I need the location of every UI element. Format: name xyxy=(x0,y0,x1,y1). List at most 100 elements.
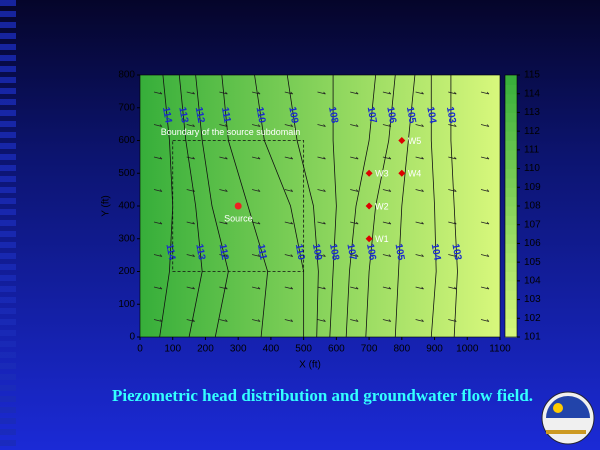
flow-arrow xyxy=(252,189,261,192)
colorbar-band xyxy=(505,262,517,272)
flow-arrow xyxy=(284,286,294,290)
decor-strip xyxy=(0,0,16,450)
colorbar-band xyxy=(505,252,517,263)
colorbar-band xyxy=(505,149,517,160)
flow-arrow xyxy=(415,319,424,322)
logo xyxy=(541,391,595,445)
flow-arrow xyxy=(350,124,359,127)
flow-arrow xyxy=(448,254,457,257)
contour-label: 109 xyxy=(286,106,300,125)
contour-label: 110 xyxy=(254,106,268,124)
colorbar-tick-label: 113 xyxy=(524,107,540,118)
flow-arrow xyxy=(350,189,359,192)
flow-arrow xyxy=(186,124,195,127)
flow-arrow xyxy=(448,91,457,95)
y-tick-label: 700 xyxy=(118,102,135,113)
colorbar-band xyxy=(505,187,517,198)
contour-label: 111 xyxy=(255,243,269,261)
colorbar-band xyxy=(505,103,517,113)
colorbar-band xyxy=(505,84,517,95)
contour-label: 110 xyxy=(293,243,307,261)
colorbar-band xyxy=(505,280,517,291)
colorbar-tick-label: 108 xyxy=(524,201,541,212)
x-tick-label: 900 xyxy=(426,344,443,355)
contour-line xyxy=(450,75,458,338)
flow-arrow xyxy=(415,221,424,225)
flow-arrow xyxy=(219,156,228,160)
colorbar-band xyxy=(505,131,517,141)
chart: X (ft) Y (ft) 0 100 200 300 400 500 600 700 800 9… xyxy=(101,70,541,371)
contour-line xyxy=(221,74,269,338)
flow-arrow xyxy=(480,319,490,322)
colorbar-band xyxy=(505,168,517,179)
colorbar-band xyxy=(505,112,517,123)
contour-line xyxy=(345,74,377,338)
flow-arrow xyxy=(350,286,359,290)
contour-label: 114 xyxy=(163,243,177,261)
flow-arrow xyxy=(317,286,326,290)
contour-label: 112 xyxy=(193,106,207,124)
flow-arrow xyxy=(219,221,228,225)
colorbar-band xyxy=(505,318,517,329)
colorbar-band xyxy=(505,206,517,216)
colorbar-tick-label: 115 xyxy=(524,70,540,81)
flow-arrow xyxy=(382,286,392,290)
colorbar-tick-label: 103 xyxy=(524,294,541,305)
flow-arrow xyxy=(284,91,294,95)
x-tick-label: 500 xyxy=(295,344,312,355)
well-label: W2 xyxy=(375,201,389,211)
colorbar-tick-label: 107 xyxy=(524,219,541,230)
flow-arrow xyxy=(284,156,294,160)
colorbar-band xyxy=(505,196,517,207)
colorbar-tick-label: 109 xyxy=(524,182,541,193)
flow-arrow xyxy=(219,286,228,290)
contour-label: 107 xyxy=(365,106,379,125)
flow-arrow xyxy=(219,254,228,257)
well-marker xyxy=(398,169,406,177)
contour-line xyxy=(286,74,319,338)
flow-arrow xyxy=(252,221,261,225)
contour-label: 107 xyxy=(344,243,358,262)
flow-arrow xyxy=(350,156,359,160)
flow-arrow xyxy=(153,189,163,192)
contour-line xyxy=(254,74,305,337)
flow-arrow xyxy=(415,189,424,192)
colorbar-tick-label: 104 xyxy=(524,275,541,286)
flow-arrow xyxy=(480,221,490,225)
flow-arrow xyxy=(284,221,294,225)
colorbar-band xyxy=(505,93,517,104)
flow-arrow xyxy=(317,221,326,225)
flow-arrow xyxy=(480,156,490,160)
contour-label: 113 xyxy=(176,106,190,124)
well-marker xyxy=(365,169,373,177)
contour-line xyxy=(430,75,437,338)
contour-label: 103 xyxy=(449,243,463,262)
flow-arrow xyxy=(317,91,326,95)
flow-arrow xyxy=(350,91,359,95)
x-tick-label: 700 xyxy=(361,344,378,355)
flow-arrow xyxy=(153,91,163,95)
flow-arrow xyxy=(252,319,261,322)
contour-label: 105 xyxy=(404,106,418,125)
y-tick-label: 500 xyxy=(118,168,135,179)
x-tick-label: 800 xyxy=(393,344,410,355)
x-tick-label: 1000 xyxy=(456,344,479,355)
well-label: W1 xyxy=(375,234,389,244)
x-tick-label: 300 xyxy=(230,344,247,355)
subdomain-boundary xyxy=(172,140,305,272)
flow-arrow xyxy=(317,189,326,192)
flow-arrow xyxy=(382,319,392,322)
flow-arrow xyxy=(284,189,294,192)
y-tick-label: 300 xyxy=(118,233,135,244)
contour-label: 106 xyxy=(364,243,378,262)
flow-arrow xyxy=(153,254,163,257)
flow-arrow xyxy=(153,156,163,160)
colorbar-tick-label: 111 xyxy=(524,144,540,155)
contour-label: 111 xyxy=(219,106,233,124)
colorbar-band xyxy=(505,224,517,235)
colorbar-band xyxy=(505,234,517,244)
colorbar-tick-label: 105 xyxy=(524,257,541,268)
caption: Piezometric head distribution and ground… xyxy=(112,386,534,405)
colorbar-band xyxy=(505,121,517,132)
flow-arrow xyxy=(382,156,392,160)
